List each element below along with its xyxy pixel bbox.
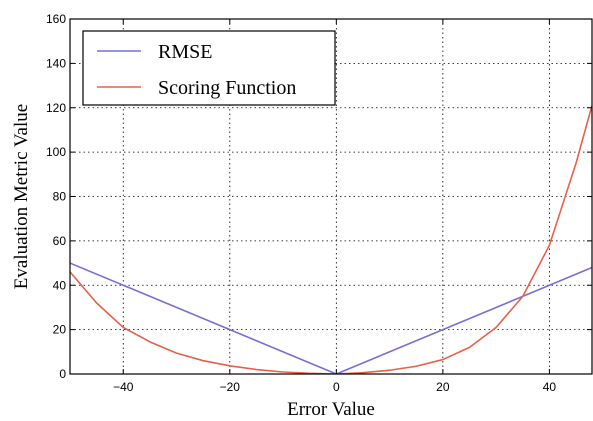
y-tick-label: 20 bbox=[53, 323, 67, 337]
y-tick-label: 140 bbox=[46, 56, 66, 70]
y-tick-label: 160 bbox=[46, 12, 66, 26]
x-tick-label: −40 bbox=[113, 380, 134, 394]
x-tick-label: 0 bbox=[333, 380, 340, 394]
legend: RMSE Scoring Function bbox=[82, 30, 336, 106]
y-tick-label: 100 bbox=[46, 145, 66, 159]
y-axis-title: Evaluation Metric Value bbox=[11, 104, 32, 289]
y-tick-label: 80 bbox=[53, 190, 67, 204]
y-tick-label: 60 bbox=[53, 234, 67, 248]
legend-label: Scoring Function bbox=[158, 77, 296, 99]
y-tick-label: 120 bbox=[46, 101, 66, 115]
series-line-scoring-function bbox=[70, 105, 592, 374]
x-tick-label: 40 bbox=[543, 380, 557, 394]
y-tick-label: 40 bbox=[53, 278, 67, 292]
y-tick-label: 0 bbox=[59, 367, 66, 381]
x-axis-title: Error Value bbox=[287, 399, 375, 420]
tick-labels: −40 −20 0 20 40 0 20 40 60 80 100 120 140 160 bbox=[46, 12, 556, 394]
x-tick-label: −20 bbox=[220, 380, 241, 394]
legend-box bbox=[82, 30, 336, 106]
series-layer bbox=[70, 105, 592, 374]
legend-label: RMSE bbox=[158, 41, 212, 63]
axis-ticks bbox=[70, 18, 592, 375]
series-line-rmse bbox=[70, 262, 592, 374]
x-tick-label: 20 bbox=[436, 380, 450, 394]
